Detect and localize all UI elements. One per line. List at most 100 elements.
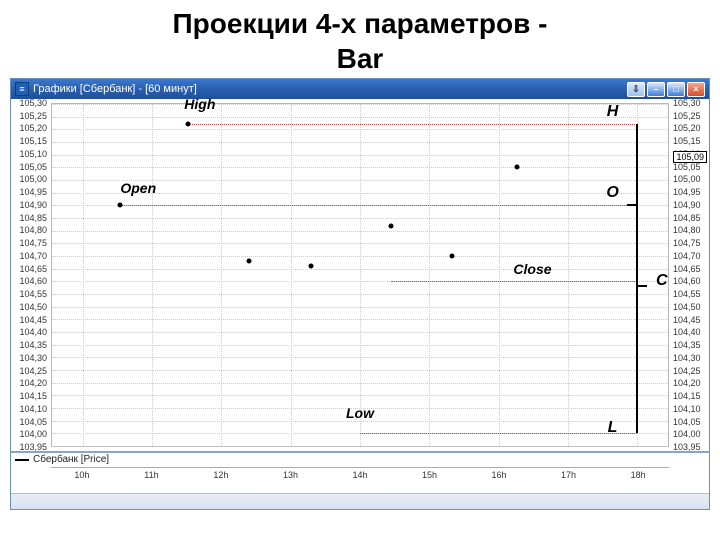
slide-title-line2: Bar [0,41,720,76]
y-tick: 104,15 [671,391,709,401]
pin-button[interactable]: ⇩ [627,82,645,97]
y-tick: 104,90 [671,200,709,210]
y-tick: 105,25 [671,111,709,121]
chart-area[interactable]: 105,30105,25105,20105,15105,10105,05105,… [11,99,709,451]
slide-title: Проекции 4-х параметров - Bar [0,0,720,78]
y-tick: 105,20 [671,123,709,133]
statusbar [11,493,709,509]
y-tick: 104,85 [671,213,709,223]
y-tick: 104,70 [11,251,49,261]
y-tick: 105,20 [11,123,49,133]
x-tick: 18h [631,470,646,480]
y-tick: 104,80 [671,225,709,235]
plot-region[interactable]: HighOpenCloseLowHOCL [51,103,669,447]
gridline [152,104,153,446]
y-tick: 104,55 [11,289,49,299]
y-tick: 104,95 [11,187,49,197]
label-high: High [184,96,215,112]
gridline [221,104,222,446]
data-point [308,264,313,269]
y-tick: 104,40 [671,327,709,337]
y-tick: 104,60 [11,276,49,286]
y-tick: 104,45 [671,315,709,325]
legend-dash-icon [15,459,29,461]
y-tick: 104,50 [671,302,709,312]
y-tick: 104,90 [11,200,49,210]
gridline [568,104,569,446]
y-tick: 105,05 [671,162,709,172]
bar-letter-o: O [606,184,618,202]
bar-letter-l: L [608,419,618,437]
x-tick: 10h [74,470,89,480]
current-price-box: 105,09 [673,151,707,163]
y-tick: 104,30 [11,353,49,363]
gridline [52,446,668,447]
y-tick: 104,20 [671,378,709,388]
y-tick: 105,05 [11,162,49,172]
ref-line-close [391,281,637,282]
x-tick: 12h [213,470,228,480]
y-tick: 104,40 [11,327,49,337]
window-title: Графики [Сбербанк] - [60 минут] [33,83,627,95]
y-tick: 105,00 [11,174,49,184]
y-tick: 104,25 [11,366,49,376]
x-tick: 16h [492,470,507,480]
y-tick: 104,60 [671,276,709,286]
y-tick: 104,80 [11,225,49,235]
chart-window: ≡ Графики [Сбербанк] - [60 минут] ⇩ – □ … [10,78,710,510]
y-tick: 104,35 [11,340,49,350]
y-tick: 104,75 [11,238,49,248]
y-tick: 104,05 [11,417,49,427]
y-tick: 105,00 [671,174,709,184]
titlebar[interactable]: ≡ Графики [Сбербанк] - [60 минут] ⇩ – □ … [11,79,709,99]
label-open: Open [120,180,156,196]
y-tick: 104,95 [671,187,709,197]
label-low: Low [346,405,374,421]
y-tick: 105,25 [11,111,49,121]
app-icon: ≡ [15,82,29,96]
y-tick: 104,10 [11,404,49,414]
data-point [185,122,190,127]
ref-line-open [120,205,637,206]
gridline [291,104,292,446]
legend-text: Сбербанк [Price] [33,454,109,465]
y-tick: 104,65 [671,264,709,274]
y-tick: 105,30 [11,98,49,108]
lower-panel: Сбербанк [Price] 10h11h12h13h14h15h16h17… [11,451,709,493]
y-tick: 104,30 [671,353,709,363]
data-point [247,259,252,264]
y-tick: 104,10 [671,404,709,414]
x-tick: 13h [283,470,298,480]
y-tick: 104,05 [671,417,709,427]
ref-line-high [188,124,638,125]
y-tick: 104,50 [11,302,49,312]
data-point [450,253,455,258]
y-tick: 104,70 [671,251,709,261]
y-tick: 104,35 [671,340,709,350]
gridline [499,104,500,446]
y-tick: 105,30 [671,98,709,108]
y-tick: 104,45 [11,315,49,325]
slide-title-line1: Проекции 4-х параметров - [0,6,720,41]
x-tick: 15h [422,470,437,480]
y-tick: 105,15 [11,136,49,146]
x-tick: 17h [561,470,576,480]
gridline [360,104,361,446]
y-tick: 105,15 [671,136,709,146]
label-close: Close [513,261,551,277]
y-tick: 104,00 [671,429,709,439]
time-axis: 10h11h12h13h14h15h16h17h18h [51,467,669,491]
bar-letter-c: C [656,272,668,290]
y-tick: 104,85 [11,213,49,223]
y-tick: 104,20 [11,378,49,388]
y-axis-left: 105,30105,25105,20105,15105,10105,05105,… [11,103,49,447]
close-button[interactable]: × [687,82,705,97]
x-tick: 14h [352,470,367,480]
minimize-button[interactable]: – [647,82,665,97]
y-tick: 104,65 [11,264,49,274]
y-tick: 104,00 [11,429,49,439]
y-tick: 104,75 [671,238,709,248]
maximize-button[interactable]: □ [667,82,685,97]
data-point [515,165,520,170]
y-tick: 104,15 [11,391,49,401]
